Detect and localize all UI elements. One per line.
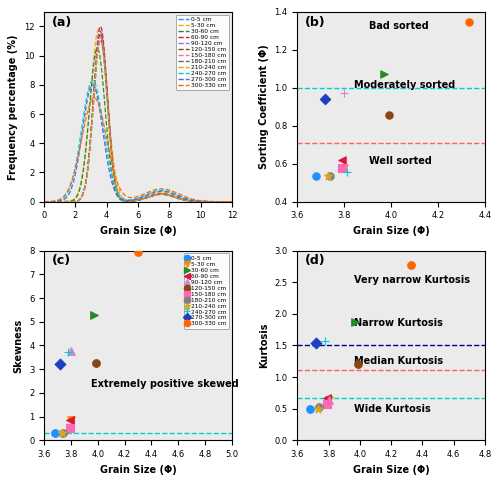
Y-axis label: Frequency percentage (%): Frequency percentage (%) (8, 34, 18, 180)
Point (66, 424, 74, 432)
Point (408, 261, 416, 269)
Point (351, 318, 359, 326)
Point (338, 165, 346, 172)
Text: Narrow Kurtosis: Narrow Kurtosis (354, 318, 442, 328)
Point (315, 403, 323, 411)
Text: Very narrow Kurtosis: Very narrow Kurtosis (354, 275, 470, 285)
Point (312, 172, 320, 180)
Point (323, 394, 331, 401)
Point (64, 348, 72, 356)
Point (323, 400, 331, 408)
Y-axis label: Skewness: Skewness (14, 318, 24, 372)
Point (59, 429, 67, 437)
Y-axis label: Sorting Coefficient (Φ): Sorting Coefficient (Φ) (258, 44, 268, 169)
Point (326, 172, 334, 180)
Legend: 0-5 cm, 5-30 cm, 30-60 cm, 60-90 cm, 90-120 cm, 120-150 cm, 150-180 cm, 180-210 : 0-5 cm, 5-30 cm, 30-60 cm, 60-90 cm, 90-… (184, 254, 229, 329)
Point (324, 397, 332, 404)
Text: Moderately sorted: Moderately sorted (354, 80, 455, 90)
Y-axis label: Kurtosis: Kurtosis (258, 323, 268, 368)
Point (306, 405, 314, 412)
Point (338, 156, 346, 164)
Point (67, 348, 75, 355)
Point (340, 165, 348, 172)
Point (92, 359, 100, 367)
Text: Median Kurtosis: Median Kurtosis (354, 356, 442, 367)
Point (314, 405, 322, 412)
Point (324, 172, 332, 180)
Point (66, 416, 74, 424)
X-axis label: Grain Size (Φ): Grain Size (Φ) (100, 465, 176, 475)
X-axis label: Grain Size (Φ): Grain Size (Φ) (353, 465, 430, 475)
Text: Extremely positive skewed: Extremely positive skewed (91, 379, 239, 389)
Point (90, 311, 98, 319)
Point (340, 89, 348, 97)
Text: Wide Kurtosis: Wide Kurtosis (354, 404, 430, 414)
Point (342, 169, 350, 176)
Point (324, 397, 332, 404)
Point (58, 429, 66, 437)
Point (322, 95, 330, 103)
Point (322, 337, 330, 344)
Point (312, 339, 320, 346)
Text: Well sorted: Well sorted (368, 156, 432, 166)
Point (354, 360, 362, 368)
Point (380, 71, 388, 78)
X-axis label: Grain Size (Φ): Grain Size (Φ) (353, 226, 430, 236)
Point (134, 248, 142, 256)
Legend: 0-5 cm, 5-30 cm, 30-60 cm, 60-90 cm, 90-120 cm, 120-150 cm, 150-180 cm, 180-210 : 0-5 cm, 5-30 cm, 30-60 cm, 60-90 cm, 90-… (176, 15, 229, 90)
Text: (b): (b) (304, 15, 326, 28)
Text: (c): (c) (52, 255, 70, 268)
X-axis label: Grain Size (Φ): Grain Size (Φ) (100, 226, 176, 236)
Point (67, 416, 75, 424)
Point (56, 360, 64, 368)
Text: (a): (a) (52, 15, 72, 28)
Text: Bad sorted: Bad sorted (368, 21, 428, 31)
Point (464, 18, 472, 26)
Text: (d): (d) (304, 255, 326, 268)
Point (385, 112, 393, 119)
Point (51, 429, 59, 437)
